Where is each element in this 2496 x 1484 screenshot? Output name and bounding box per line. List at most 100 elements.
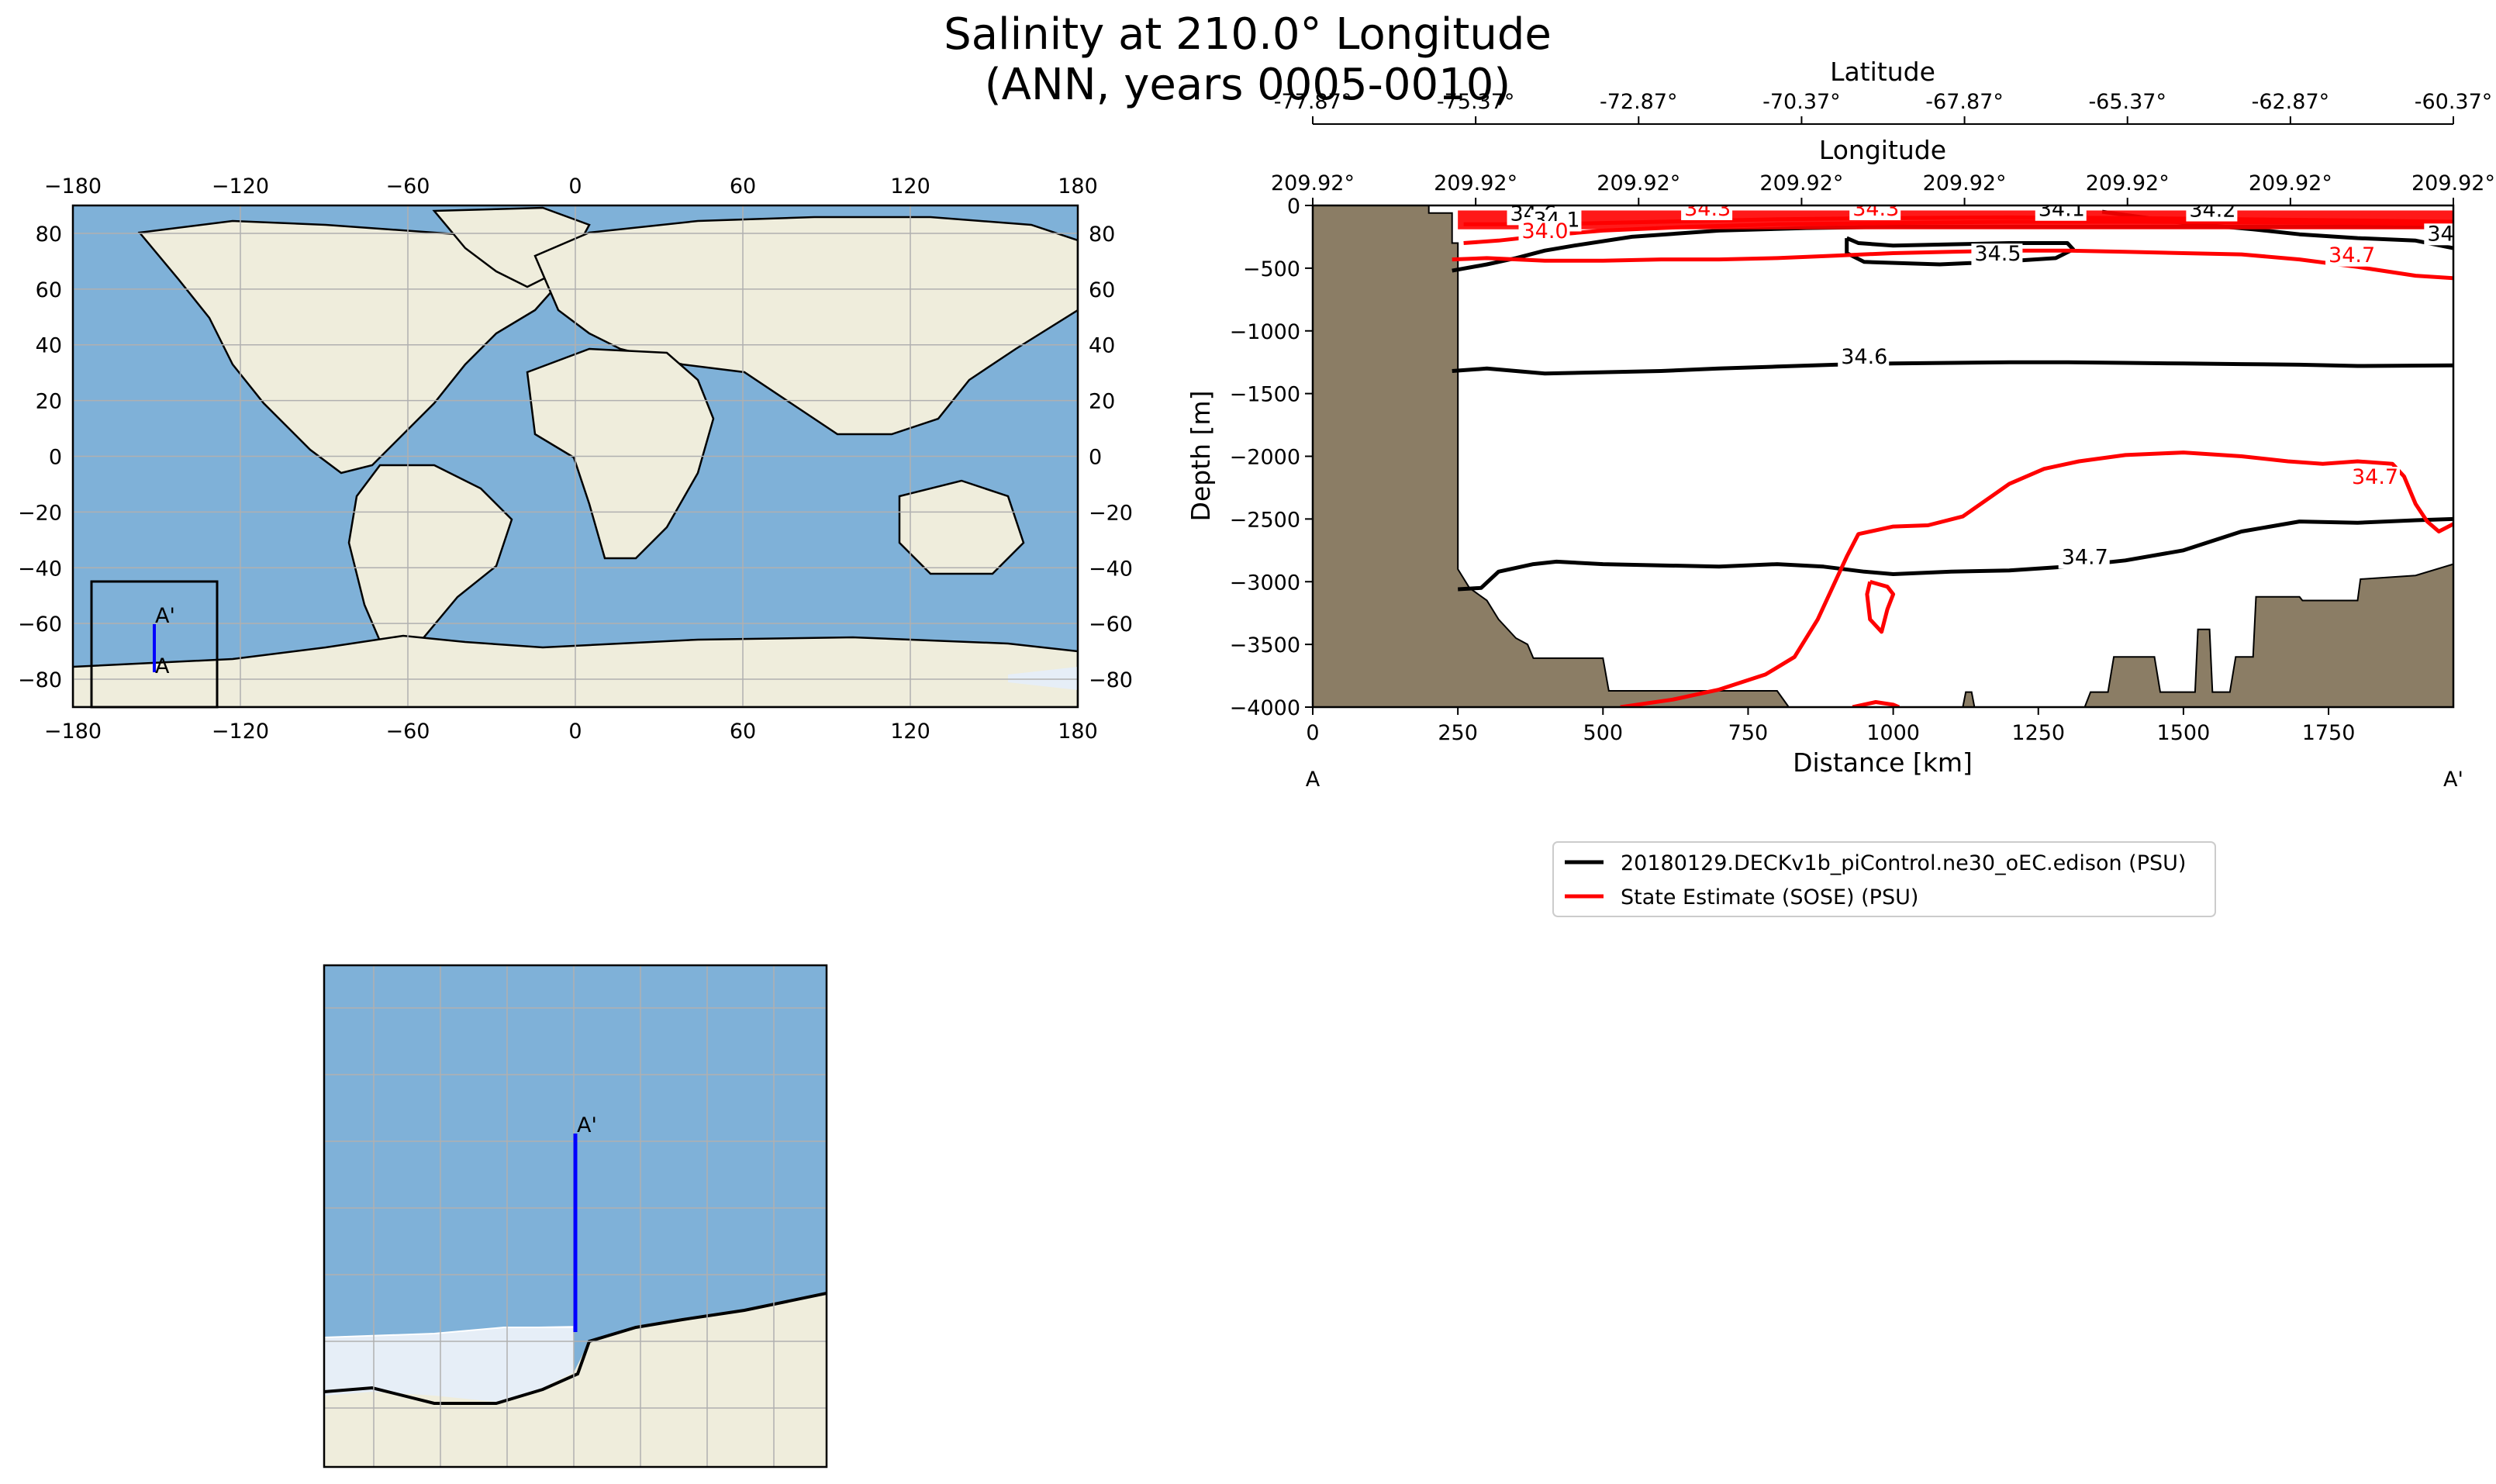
global-transect-start-label: A (155, 654, 170, 678)
global-map: A' A −180 −180 −120 −120 −60 −60 0 0 60 60 120 120 1… (18, 174, 1133, 744)
sose-contour-34.7 (1865, 579, 1896, 634)
global-lon-tick-bottom: 60 (730, 720, 756, 744)
x-tick-label: 1500 (2157, 721, 2211, 745)
x-tick-label: 0 (1306, 721, 1319, 745)
inset-transect-end-label: A' (577, 1113, 597, 1137)
global-lon-tick-bottom: −60 (386, 720, 430, 744)
contour-label-bg (2348, 467, 2400, 489)
contour-label-bg (2186, 205, 2238, 222)
lat-tick-label: -75.37° (1437, 90, 1515, 114)
global-lat-tick-right: 80 (1089, 223, 1115, 247)
lat-tick-label: -70.37° (1762, 90, 1841, 114)
contour-label: 34.7 (2062, 546, 2108, 570)
contour-label: 34.2 (2189, 198, 2235, 223)
legend-label-sose: State Estimate (SOSE) (PSU) (1621, 885, 1918, 909)
global-lat-tick-left: 60 (36, 278, 62, 302)
y-tick-label: 0 (1287, 195, 1300, 219)
inset-ice-edge (324, 1327, 574, 1338)
global-map-ticks: −180 −180 −120 −120 −60 −60 0 0 60 60 120 120 180 180… (18, 174, 1133, 744)
sose-surface-band (1458, 210, 2453, 230)
lon-tick-label: 209.92° (2411, 171, 2495, 195)
sose-contour-34.7 (1852, 700, 1900, 707)
inset-map-frame (323, 964, 828, 1468)
y-tick-label: −4000 (1230, 696, 1300, 720)
y-tick-label: −500 (1243, 257, 1300, 281)
sose-contour-34.7 (1620, 450, 2453, 707)
x-tick-label: 1000 (1866, 721, 1920, 745)
y-axis-label: Depth [m] (1186, 391, 1216, 522)
global-lon-tick-top: 60 (730, 174, 756, 198)
lat-tick-label: -60.37° (2415, 90, 2493, 114)
global-map-frame (71, 204, 1079, 709)
endpoint-end-label: A' (2443, 768, 2463, 792)
global-lat-tick-right: 0 (1089, 446, 1102, 470)
global-lon-tick-top: −180 (44, 174, 102, 198)
contour-label-bg (1681, 205, 1733, 220)
figure-title-line-1: Salinity at 210.0° Longitude (944, 9, 1552, 60)
lat-tick-label: -65.37° (2088, 90, 2166, 114)
y-tick-label: −2000 (1230, 446, 1300, 470)
inset-ice-shelf (324, 1326, 574, 1411)
global-lat-tick-right: −40 (1089, 557, 1133, 581)
global-lat-tick-left: −80 (18, 668, 62, 692)
lat-tick-label: -77.87° (1274, 90, 1352, 114)
contour-label: 34.1 (2039, 198, 2085, 222)
inset-map-gridlines (324, 965, 827, 1467)
y-tick-label: −3000 (1230, 571, 1300, 595)
contour-labels: 34.634.134.334.334.134.234.034.534.734.7… (1507, 198, 2474, 570)
global-map-gridlines (73, 205, 1078, 707)
global-lon-tick-bottom: 0 (568, 720, 582, 744)
x-tick-label: 1750 (2302, 721, 2356, 745)
contour-label-bg (2058, 547, 2110, 569)
global-lon-tick-bottom: 180 (1058, 720, 1098, 744)
contour-label-bg (2424, 223, 2453, 246)
contour-label-bg (1849, 205, 1901, 220)
global-lon-tick-bottom: −120 (212, 720, 269, 744)
figure-title-line-2: (ANN, years 0005-0010) (985, 60, 1511, 110)
top-axis-longitude-label: Longitude (1819, 135, 1946, 165)
x-tick-label: 500 (1583, 721, 1624, 745)
contour-label-bg (2325, 244, 2377, 267)
lat-tick-label: -62.87° (2252, 90, 2330, 114)
sea-ice (1008, 667, 1078, 690)
lon-tick-label: 209.92° (1759, 171, 1843, 195)
inset-map: A' (323, 964, 828, 1468)
inset-land (324, 1295, 827, 1467)
global-lat-tick-right: −80 (1089, 668, 1133, 692)
legend-label-model: 20180129.DECKv1b_piControl.ne30_oEC.edis… (1621, 851, 2186, 875)
inset-region-box (90, 580, 219, 709)
global-lat-tick-right: 40 (1089, 334, 1115, 358)
global-lon-tick-bottom: −180 (44, 720, 102, 744)
contour-label: 34.0 (1521, 219, 1568, 243)
global-lon-tick-top: 180 (1058, 174, 1098, 198)
lon-tick-label: 209.92° (2086, 171, 2170, 195)
lon-tick-label: 209.92° (1271, 171, 1355, 195)
global-lon-tick-bottom: 120 (890, 720, 930, 744)
contour-label: 34.5 (1974, 242, 2021, 266)
contour-label-bg (1971, 243, 2023, 266)
global-lon-tick-top: 0 (568, 174, 582, 198)
y-tick-label: −1500 (1230, 383, 1300, 407)
top-axis-latitude-label: Latitude (1830, 57, 1935, 87)
x-tick-label: 250 (1438, 721, 1478, 745)
contour-label: 34.7 (2352, 465, 2398, 489)
contour-label: 34.7 (2427, 222, 2474, 246)
global-lat-tick-right: 60 (1089, 278, 1115, 302)
sose-contour-34.7 (1452, 248, 2453, 281)
lat-tick-label: -72.87° (1600, 90, 1678, 114)
model-contour-34.7 (1458, 516, 2453, 592)
contour-label-bg (1518, 221, 1570, 243)
lat-tick-label: -67.87° (1925, 90, 2004, 114)
contour-label: 34.7 (2329, 243, 2375, 267)
model-contour-34.6 (1452, 360, 2453, 376)
y-tick-label: −1000 (1230, 320, 1300, 344)
y-tick-label: −2500 (1230, 508, 1300, 532)
global-lon-tick-top: −120 (212, 174, 269, 198)
global-lat-tick-right: 20 (1089, 390, 1115, 414)
global-lat-tick-left: −60 (18, 613, 62, 637)
global-lon-tick-top: −60 (386, 174, 430, 198)
land-australia (898, 479, 1025, 575)
lon-tick-label: 209.92° (1434, 171, 1517, 195)
contour-label-bg (1838, 346, 1890, 368)
lon-tick-label: 209.92° (1597, 171, 1680, 195)
